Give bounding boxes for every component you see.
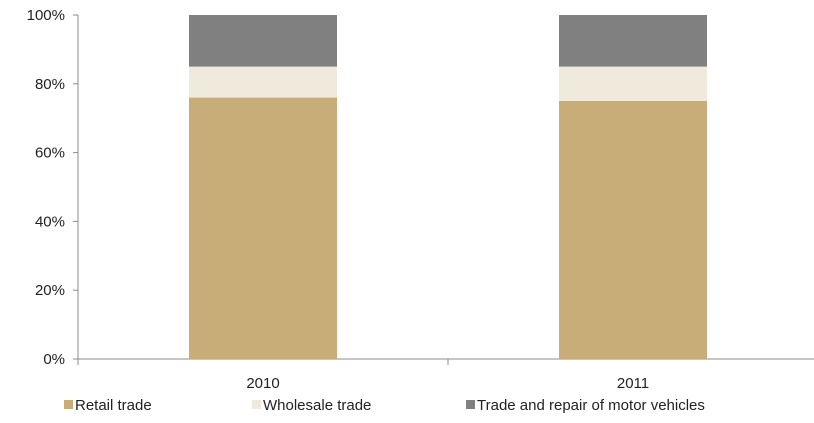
y-tick-label: 0% — [43, 351, 65, 368]
bars — [189, 15, 707, 359]
bar-segment — [559, 101, 707, 359]
y-axis: 0% 20% 40% 60% 80% 100% — [27, 7, 79, 368]
y-tick-label: 100% — [27, 7, 65, 24]
legend-swatch — [64, 400, 73, 409]
legend-swatch — [466, 400, 475, 409]
bar-segment — [189, 66, 337, 98]
legend-label: Retail trade — [75, 397, 152, 414]
y-tick-label: 80% — [35, 76, 65, 93]
y-tick-label: 40% — [35, 213, 65, 230]
y-tick-label: 20% — [35, 282, 65, 299]
bar-segment — [559, 15, 707, 67]
bar-segment — [559, 66, 707, 101]
x-axis: 2010 2011 — [77, 358, 814, 392]
legend: Retail trade Wholesale trade Trade and rep… — [64, 397, 705, 414]
bar-segment — [189, 97, 337, 359]
legend-swatch — [252, 400, 261, 409]
bar-segment — [189, 15, 337, 67]
x-tick-label: 2011 — [617, 375, 649, 392]
y-tick-label: 60% — [35, 145, 65, 162]
legend-label: Wholesale trade — [263, 397, 371, 414]
legend-label: Trade and repair of motor vehicles — [477, 397, 705, 414]
x-tick-label: 2010 — [246, 375, 279, 392]
